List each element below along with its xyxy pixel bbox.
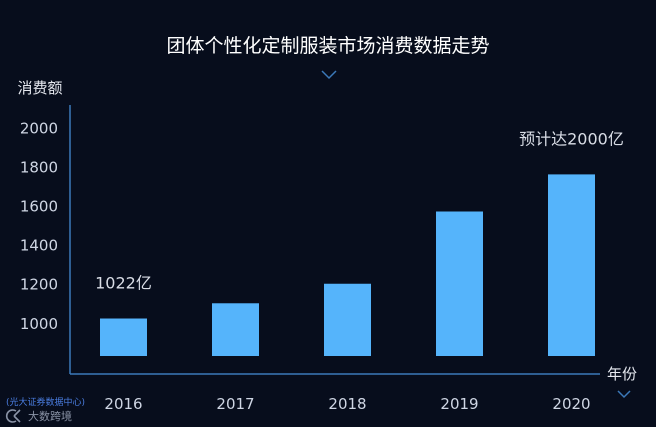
x-tick-label: 2020 bbox=[552, 395, 590, 413]
x-tick-label: 2019 bbox=[440, 395, 478, 413]
x-tick-label: 2016 bbox=[104, 395, 142, 413]
x-tick-label: 2018 bbox=[328, 395, 366, 413]
x-axis-chevron-icon bbox=[617, 390, 631, 399]
y-tick-label: 1200 bbox=[20, 276, 58, 294]
annotation-label: 预计达2000亿 bbox=[519, 129, 624, 148]
y-tick-label: 1000 bbox=[20, 315, 58, 333]
bar-2017 bbox=[212, 303, 259, 356]
watermark-logo-icon bbox=[5, 409, 21, 423]
watermark-text: 大数跨境 bbox=[28, 409, 72, 423]
bar-2016 bbox=[100, 318, 147, 356]
title-chevron-icon bbox=[321, 70, 337, 80]
bar-2019 bbox=[436, 211, 483, 356]
bar-2020 bbox=[548, 174, 595, 356]
y-tick-label: 2000 bbox=[20, 120, 58, 138]
y-ticks: 1000 1200 1400 1600 1800 2000 bbox=[20, 120, 58, 333]
x-axis-label: 年份 bbox=[607, 365, 637, 383]
x-ticks: 2016 2017 2018 2019 2020 bbox=[104, 395, 590, 413]
x-tick-label: 2017 bbox=[216, 395, 254, 413]
source-note: (光大证券数据中心) bbox=[6, 396, 85, 408]
chart-title: 团体个性化定制服装市场消费数据走势 bbox=[166, 35, 489, 57]
annotations: 1022亿 预计达2000亿 bbox=[95, 129, 624, 292]
y-tick-label: 1600 bbox=[20, 198, 58, 216]
y-tick-label: 1800 bbox=[20, 159, 58, 177]
bars bbox=[100, 174, 595, 356]
annotation-label: 1022亿 bbox=[95, 274, 152, 293]
y-tick-label: 1400 bbox=[20, 237, 58, 255]
y-axis-label: 消费额 bbox=[17, 79, 62, 97]
bar-2018 bbox=[324, 283, 371, 356]
